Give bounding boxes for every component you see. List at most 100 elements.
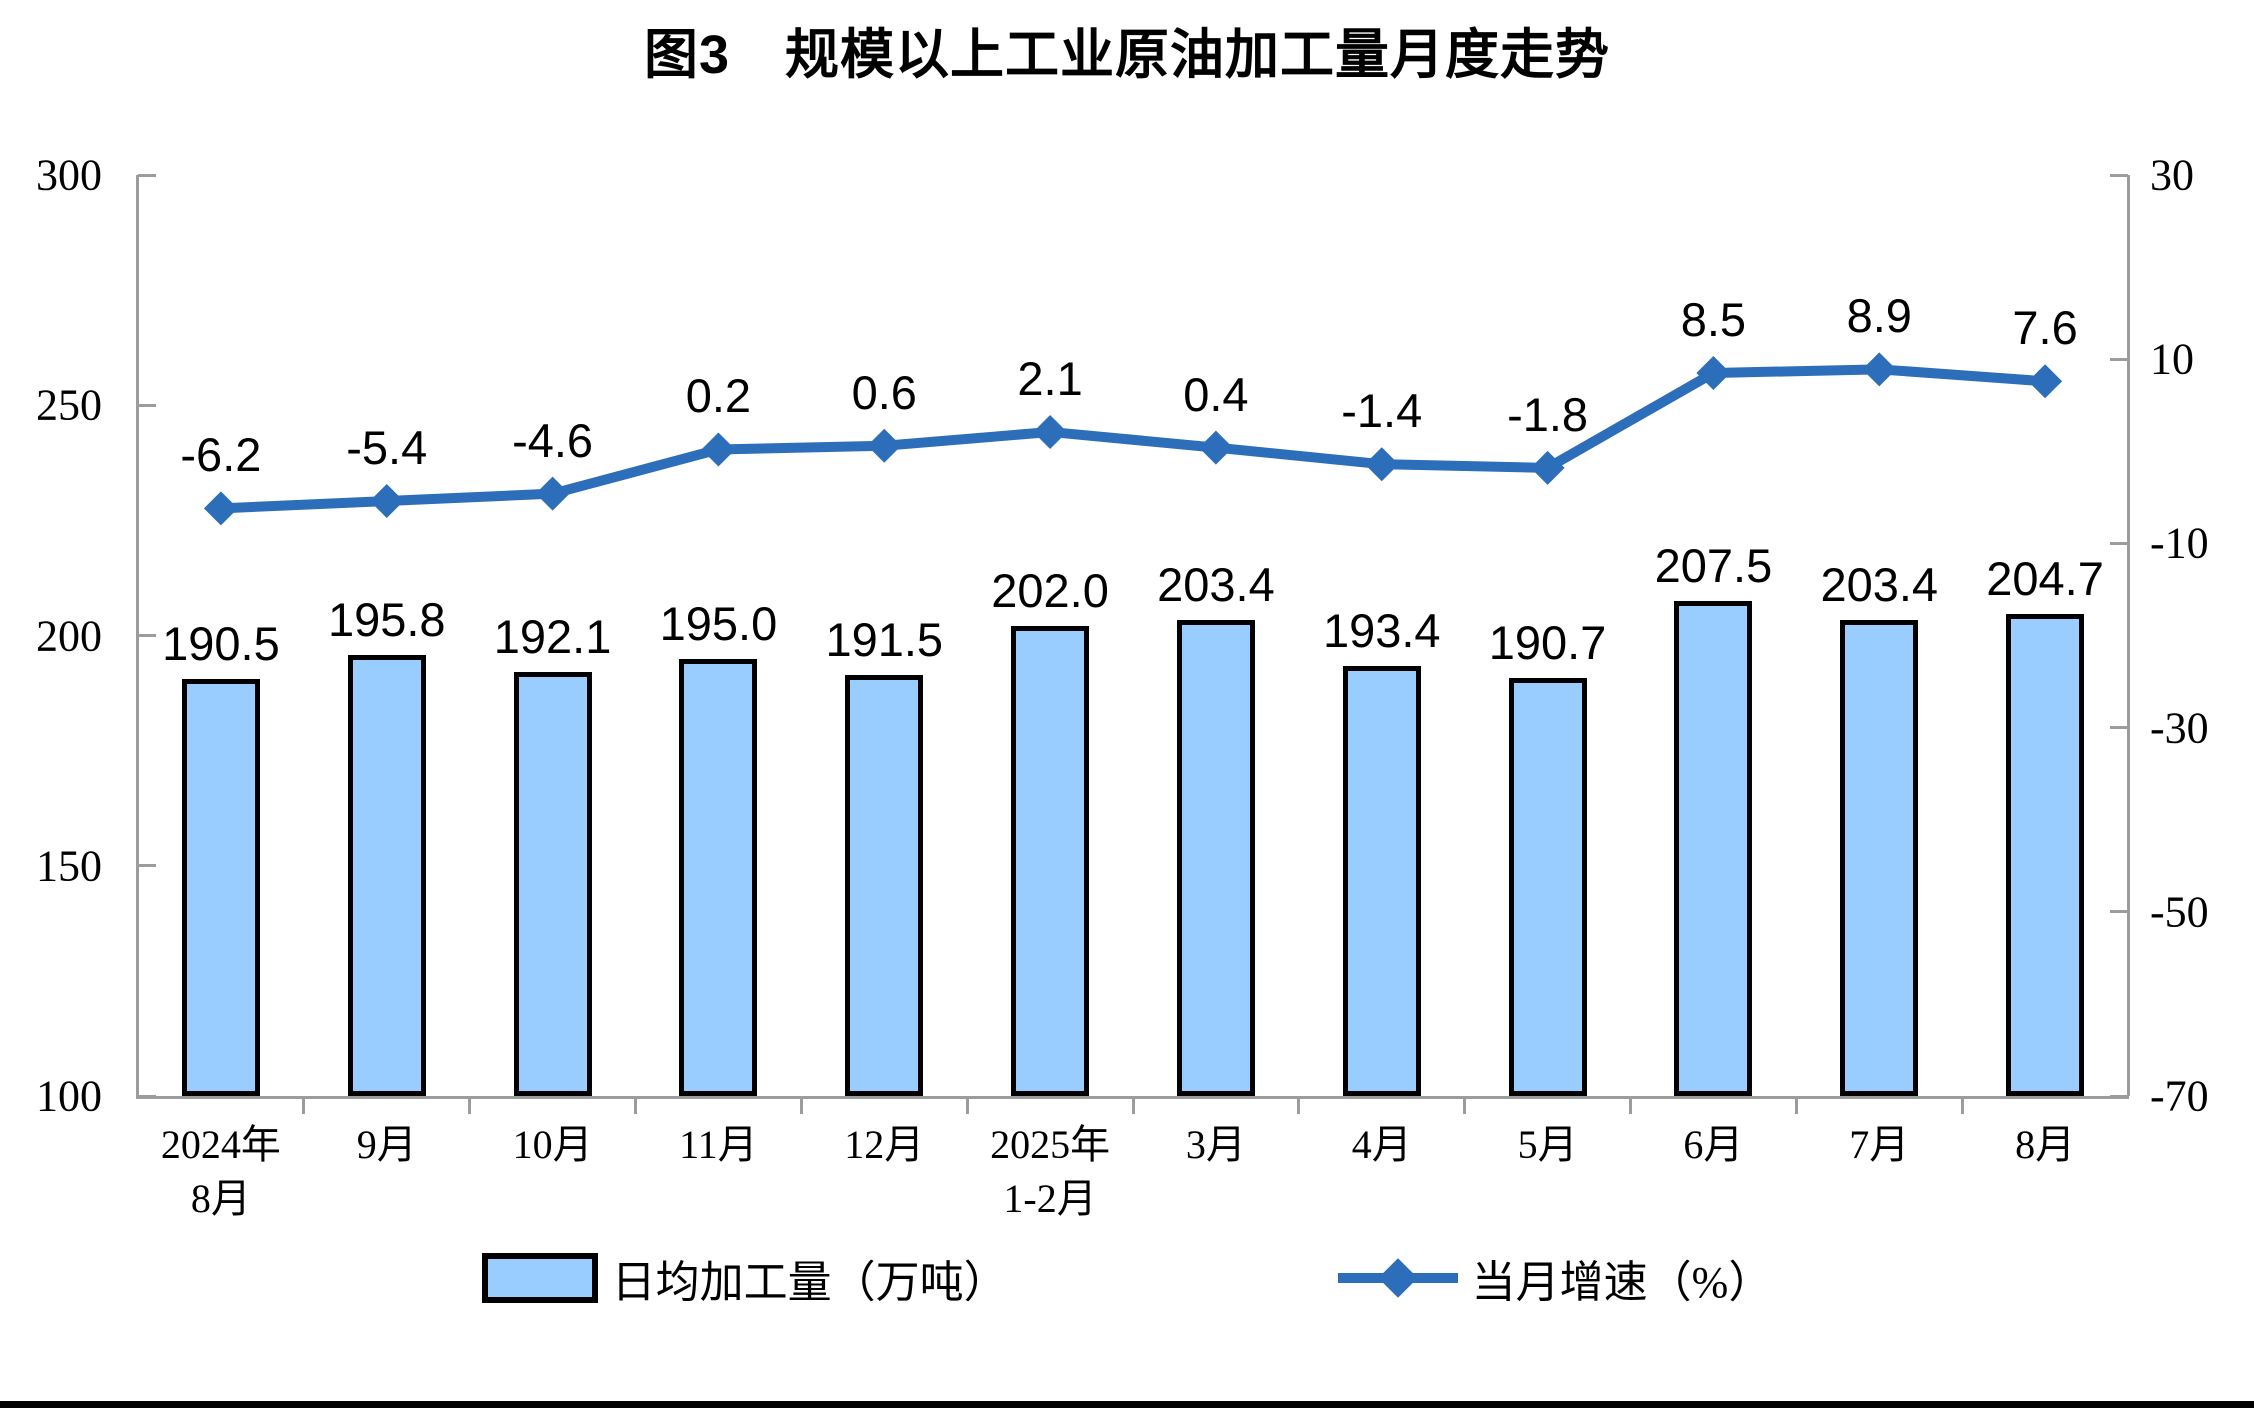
y-axis-left-label: 150: [36, 841, 102, 891]
bar-value-label: 204.7: [1986, 551, 2104, 605]
line-marker: [1862, 352, 1897, 387]
tick-mark: [1131, 1099, 1135, 1114]
line-value-label: 7.6: [2012, 301, 2078, 355]
tick-mark: [138, 403, 156, 407]
line-value-label: -1.8: [1507, 387, 1589, 441]
x-axis-label: 6月: [1683, 1122, 1744, 1167]
line-value-label: -6.2: [180, 428, 262, 482]
bar-value-label: 195.8: [327, 592, 446, 646]
line-marker: [1364, 447, 1399, 482]
bar-value-label: 207.5: [1654, 538, 1773, 592]
tick-mark: [1297, 1099, 1301, 1114]
line-value-label: 0.2: [685, 369, 752, 423]
y-axis-left-line: [136, 175, 139, 1096]
y-axis-right-line: [2127, 175, 2130, 1096]
tick-mark: [1629, 1099, 1632, 1114]
line-series-swatch: [1337, 1258, 1458, 1298]
x-axis-label: 9月: [356, 1122, 417, 1167]
legend-item-line: 当月增速（%）: [1337, 1246, 1773, 1310]
bar-value-label: 195.0: [659, 596, 778, 650]
x-axis-label: 12月: [844, 1122, 925, 1167]
y-axis-left-label: 250: [36, 380, 102, 430]
y-axis-left-label: 300: [36, 150, 102, 200]
legend: 日均加工量（万吨） 当月增速（%）: [0, 1246, 2254, 1310]
line-marker: [2028, 364, 2063, 399]
y-axis-right-label: -10: [2150, 518, 2209, 568]
bar-value-label: 203.4: [1820, 557, 1939, 611]
y-axis-right-label: 10: [2150, 334, 2194, 384]
bar-value-label: 190.5: [162, 617, 280, 671]
y-axis-left-label: 100: [36, 1071, 102, 1121]
chart-title: 图3 规模以上工业原油加工量月度走势: [643, 25, 1611, 85]
bar: [1674, 600, 1753, 1096]
bar-value-label: 203.4: [1157, 557, 1275, 611]
x-axis-label: 2024年 8月: [160, 1122, 281, 1221]
tick-mark: [2110, 173, 2128, 177]
tick-mark: [138, 173, 156, 177]
line-value-label: 0.4: [1183, 367, 1249, 421]
line-marker: [701, 432, 736, 467]
tick-mark: [2110, 910, 2128, 914]
bar-value-label: 190.7: [1488, 616, 1607, 670]
bar: [513, 671, 592, 1096]
bar-series-swatch: [481, 1253, 598, 1303]
bar: [2006, 613, 2085, 1096]
bar: [181, 679, 260, 1096]
line-value-label: -5.4: [346, 421, 428, 475]
y-axis-right-label: -70: [2150, 1071, 2209, 1121]
y-axis-left-label: 200: [36, 611, 102, 660]
line-value-label: 8.9: [1846, 289, 1912, 343]
line-marker: [1198, 430, 1233, 465]
tick-mark: [799, 1099, 803, 1114]
tick-mark: [302, 1099, 306, 1114]
y-axis-right-label: -50: [2150, 887, 2209, 937]
growth-line: [215, 364, 2051, 514]
tick-mark: [965, 1099, 969, 1114]
line-marker: [1696, 356, 1731, 391]
legend-item-bar: 日均加工量（万吨）: [481, 1246, 1008, 1310]
y-axis-right-label: -30: [2150, 703, 2209, 753]
x-axis-label: 7月: [1849, 1122, 1910, 1167]
line-marker: [369, 484, 404, 519]
tick-mark: [2110, 1094, 2128, 1098]
bar: [679, 658, 758, 1096]
tick-mark: [468, 1099, 472, 1114]
tick-mark: [138, 1094, 156, 1098]
line-value-label: -4.6: [512, 413, 594, 467]
line-marker: [867, 428, 902, 463]
line-value-label: 2.1: [1017, 351, 1083, 405]
bar-value-label: 192.1: [493, 609, 612, 663]
legend-label-bar: 日均加工量（万吨）: [611, 1258, 1008, 1307]
tick-mark: [1960, 1099, 1964, 1114]
x-axis-label: 10月: [512, 1122, 593, 1167]
line-marker: [1033, 414, 1068, 449]
x-axis-label: 4月: [1351, 1122, 1412, 1167]
legend-label-line: 当月增速（%）: [1471, 1258, 1773, 1307]
bar-value-label: 191.5: [825, 612, 944, 666]
tick-mark: [2110, 541, 2128, 545]
bar: [1011, 626, 1090, 1096]
bar: [845, 674, 924, 1096]
tick-mark: [634, 1099, 637, 1114]
bar: [1840, 619, 1919, 1096]
diamond-marker-icon: [1377, 1258, 1418, 1298]
tick-mark: [1794, 1099, 1798, 1114]
line-value-label: 8.5: [1680, 293, 1747, 346]
tick-mark: [138, 634, 156, 637]
line-marker: [1530, 450, 1565, 485]
bar: [1176, 619, 1255, 1096]
x-axis-label: 3月: [1185, 1122, 1246, 1167]
line-marker: [203, 491, 238, 526]
bar: [1342, 665, 1421, 1096]
tick-mark: [138, 864, 156, 868]
tick-mark: [2110, 357, 2128, 361]
x-axis-label: 11月: [679, 1122, 758, 1167]
tick-mark: [2110, 726, 2128, 730]
line-marker: [535, 476, 570, 511]
x-axis-label: 5月: [1517, 1122, 1578, 1167]
line-value-label: 0.6: [851, 365, 917, 419]
line-value-label: -1.4: [1341, 384, 1423, 438]
x-axis-label: 2025年 1-2月: [990, 1122, 1111, 1221]
bottom-divider: [0, 1401, 2254, 1408]
